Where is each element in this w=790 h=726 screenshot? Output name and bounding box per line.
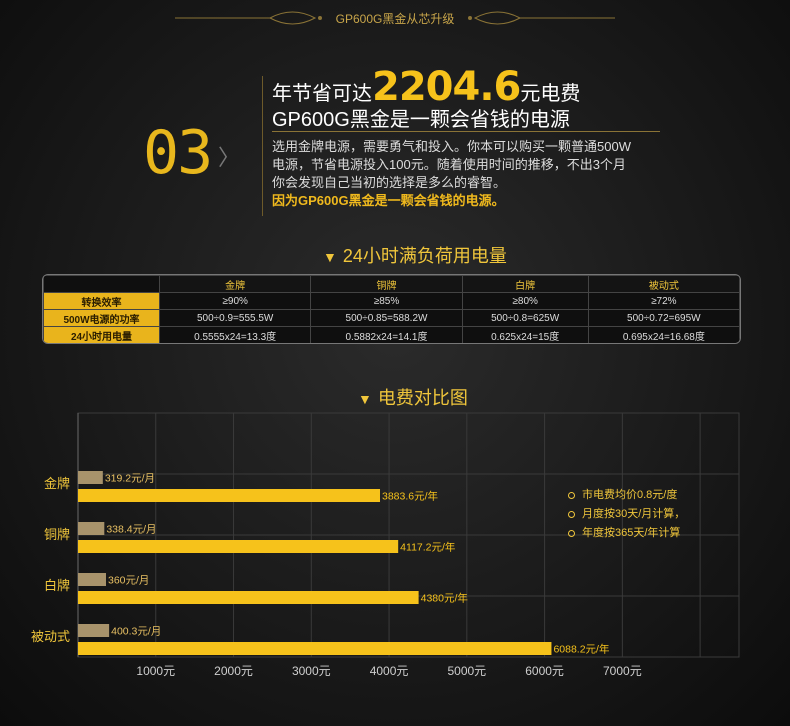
table-cell: ≥80% — [461, 292, 589, 310]
table-section-title-text: 24小时满负荷用电量 — [342, 246, 507, 266]
triangle-down-icon: ▼ — [323, 249, 337, 265]
data-label-yearly: 4380元/年 — [421, 592, 468, 605]
note-item: 月度按30天/月计算， — [568, 505, 685, 524]
bar-monthly — [78, 624, 110, 637]
headline-subtitle: GP600G黑金是一颗会省钱的电源 — [272, 109, 570, 131]
category-label: 白牌 — [44, 578, 70, 593]
table-row: 500W电源的功率 500÷0.9=555.5W 500÷0.85=588.2W… — [43, 309, 740, 327]
note-item: 市电费均价0.8元/度 — [568, 486, 685, 505]
table-cell: 0.695x24=16.68度 — [587, 326, 740, 343]
bar-yearly — [78, 591, 419, 604]
circle-bullet-icon — [568, 529, 575, 537]
paragraph-line: 选用金牌电源，需要勇气和投入。你本可以购买一颗普通500W — [272, 139, 631, 154]
circle-bullet-icon — [568, 510, 575, 518]
comparison-table: 金牌 铜牌 白牌 被动式 转换效率 ≥90% ≥85% ≥80% ≥72% 50… — [42, 274, 741, 344]
table-cell: ≥72% — [587, 292, 740, 310]
step-number: 03 — [143, 118, 213, 188]
row-header: 500W电源的功率 — [43, 309, 160, 327]
x-tick-label: 5000元 — [447, 664, 486, 678]
table-cell: 500÷0.72=695W — [587, 309, 740, 327]
banner-title: GP600G黑金从芯升级 — [335, 12, 455, 26]
chart-section-title: ▼ 电费对比图 — [358, 384, 468, 410]
ornament-left-icon — [175, 11, 322, 25]
savings-amount: 2204.6 — [372, 64, 521, 110]
x-tick-label: 7000元 — [603, 664, 642, 678]
note-item: 年度按365天/年计算 — [568, 524, 685, 543]
circle-bullet-icon — [568, 491, 575, 499]
chart-section-title-text: 电费对比图 — [377, 388, 468, 408]
note-text: 年度按365天/年计算 — [582, 527, 681, 539]
table-cell: ≥90% — [158, 292, 312, 310]
note-text: 月度按30天/月计算， — [582, 508, 686, 520]
data-label-monthly: 338.4元/月 — [106, 524, 156, 536]
column-header: 被动式 — [587, 275, 740, 293]
x-tick-label: 4000元 — [370, 664, 409, 678]
chevron-right-icon: 〉 — [218, 145, 241, 170]
table-cell: ≥85% — [310, 292, 463, 310]
paragraph-line: 电源，节省电源投入100元。随着使用时间的推移，不出3个月 — [272, 157, 626, 172]
x-tick-label: 1000元 — [136, 664, 175, 678]
table-cell: 500÷0.85=588.2W — [310, 309, 463, 327]
intro-paragraph: 选用金牌电源，需要勇气和投入。你本可以购买一颗普通500W 电源，节省电源投入1… — [272, 138, 682, 210]
table-corner — [43, 275, 160, 293]
paragraph-line: 你会发现自己当初的选择是多么的睿智。 — [272, 175, 507, 190]
bar-monthly — [78, 522, 105, 535]
bar-yearly — [78, 540, 399, 553]
x-tick-label: 2000元 — [214, 664, 253, 678]
table-cell: 0.625x24=15度 — [461, 326, 589, 343]
table-row: 转换效率 ≥90% ≥85% ≥80% ≥72% — [43, 292, 740, 310]
data-label-yearly: 4117.2元/年 — [400, 541, 455, 554]
row-header: 24小时用电量 — [43, 326, 160, 343]
row-header: 转换效率 — [43, 292, 160, 310]
headline-suffix: 元电费 — [520, 83, 581, 105]
category-label: 铜牌 — [44, 527, 70, 542]
table-cell: 0.5555x24=13.3度 — [158, 326, 312, 343]
headline-prefix: 年节省可达 — [272, 83, 372, 105]
bar-yearly — [78, 489, 381, 502]
table-cell: 0.5882x24=14.1度 — [310, 326, 463, 343]
data-label-monthly: 400.3元/月 — [111, 626, 161, 638]
bar-yearly — [78, 642, 552, 655]
data-label-yearly: 6088.2元/年 — [553, 643, 609, 656]
paragraph-highlight: 因为GP600G黑金是一颗会省钱的电源。 — [272, 193, 505, 208]
table-cell: 500÷0.8=625W — [461, 309, 589, 327]
x-tick-label: 6000元 — [525, 664, 564, 678]
note-text: 市电费均价0.8元/度 — [582, 489, 678, 501]
table-row: 24小时用电量 0.5555x24=13.3度 0.5882x24=14.1度 … — [43, 326, 740, 343]
top-banner: GP600G黑金从芯升级 — [0, 0, 790, 36]
data-label-monthly: 360元/月 — [108, 575, 149, 587]
x-tick-label: 3000元 — [292, 664, 331, 678]
chart-notes: 市电费均价0.8元/度 月度按30天/月计算， 年度按365天/年计算 — [568, 486, 685, 543]
bar-monthly — [78, 573, 106, 586]
headline-savings: 年节省可达2204.6元电费 — [272, 64, 580, 110]
gold-rule — [272, 131, 660, 132]
table-section-title: ▼ 24小时满负荷用电量 — [323, 242, 507, 268]
data-label-yearly: 3883.6元/年 — [382, 490, 438, 503]
bar-monthly — [78, 471, 103, 484]
category-label: 金牌 — [44, 476, 70, 491]
category-label: 被动式 — [31, 629, 70, 644]
ornament-right-icon — [468, 11, 615, 25]
divider-line — [262, 76, 263, 216]
data-label-monthly: 319.2元/月 — [105, 473, 155, 485]
triangle-down-icon: ▼ — [358, 391, 372, 407]
